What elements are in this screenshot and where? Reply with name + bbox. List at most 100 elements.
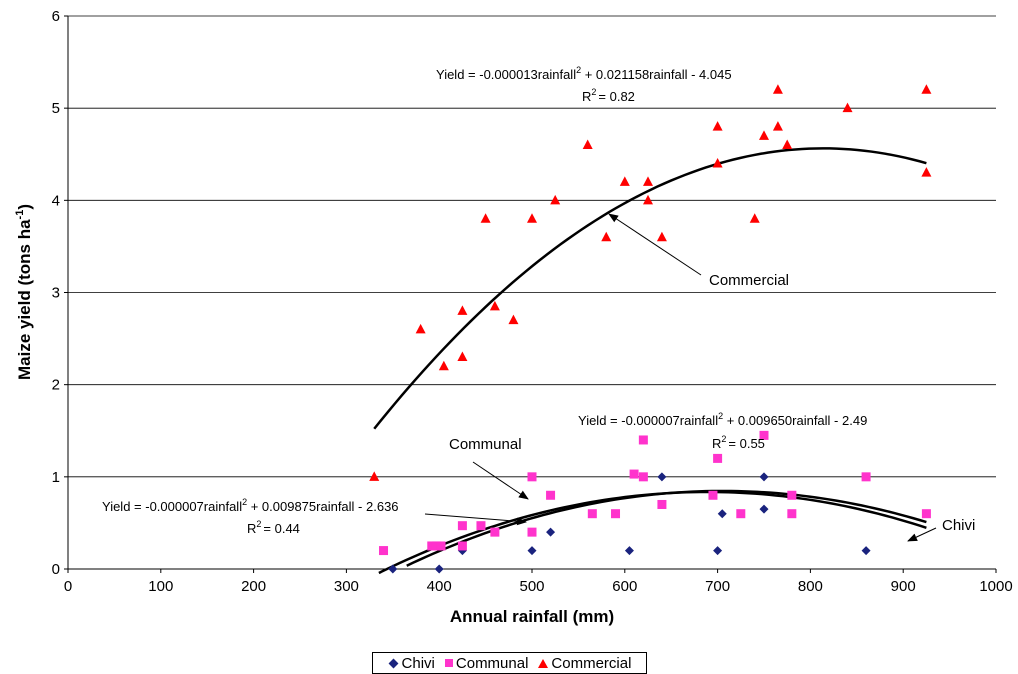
point-chivi bbox=[624, 546, 634, 556]
point-commercial bbox=[582, 139, 593, 150]
point-chivi bbox=[713, 546, 723, 556]
point-communal bbox=[457, 541, 467, 551]
legend-label-communal: Communal bbox=[455, 654, 529, 672]
point-communal bbox=[638, 472, 648, 482]
x-tick-label: 500 bbox=[519, 578, 544, 595]
x-axis-ticks: 0 100 200 300 400 500 600 700 800 900 1000 bbox=[64, 569, 1013, 595]
label-chivi: Chivi bbox=[942, 517, 975, 534]
communal-r-squared: R2 = 0.55 bbox=[712, 434, 765, 451]
point-communal bbox=[379, 546, 389, 556]
point-communal bbox=[457, 521, 467, 531]
point-commercial bbox=[489, 300, 500, 311]
y-axis-title: Maize yield (tons ha-1) bbox=[14, 204, 34, 380]
point-commercial bbox=[438, 360, 449, 371]
point-commercial bbox=[749, 213, 760, 223]
point-communal bbox=[861, 472, 871, 482]
point-communal bbox=[587, 509, 597, 519]
point-commercial bbox=[550, 194, 561, 205]
trend-lines bbox=[373, 147, 927, 575]
point-communal bbox=[527, 527, 537, 537]
point-commercial bbox=[842, 102, 853, 113]
x-tick-label: 600 bbox=[612, 578, 637, 595]
x-tick-label: 300 bbox=[334, 578, 359, 595]
data-points bbox=[369, 84, 932, 574]
point-chivi bbox=[759, 472, 769, 482]
point-chivi bbox=[434, 564, 444, 574]
point-communal bbox=[787, 509, 797, 519]
x-tick-label: 400 bbox=[427, 578, 452, 595]
point-communal bbox=[427, 541, 437, 551]
point-communal bbox=[787, 490, 797, 500]
x-tick-label: 900 bbox=[891, 578, 916, 595]
legend-label-commercial: Commercial bbox=[551, 654, 632, 672]
point-communal bbox=[708, 490, 718, 500]
point-chivi bbox=[546, 527, 556, 537]
trend-line-communal bbox=[378, 490, 927, 575]
point-communal bbox=[629, 469, 639, 479]
x-tick-label: 800 bbox=[798, 578, 823, 595]
x-tick-label: 0 bbox=[64, 578, 72, 595]
point-chivi bbox=[657, 472, 667, 482]
chivi-arrow bbox=[907, 527, 937, 542]
y-tick-label: 4 bbox=[52, 192, 60, 209]
point-commercial bbox=[369, 471, 380, 481]
x-tick-label: 1000 bbox=[979, 578, 1012, 595]
point-communal bbox=[436, 541, 446, 551]
y-tick-label: 2 bbox=[52, 377, 60, 394]
gridlines bbox=[68, 15, 996, 478]
point-chivi bbox=[861, 546, 871, 556]
point-communal bbox=[759, 430, 769, 440]
point-commercial bbox=[782, 139, 793, 150]
y-tick-label: 3 bbox=[52, 285, 60, 302]
legend-item-communal: Communal bbox=[444, 654, 529, 672]
commercial-r-squared: R2 = 0.82 bbox=[582, 87, 635, 104]
point-chivi bbox=[527, 546, 537, 556]
annotation-arrows bbox=[424, 213, 937, 542]
point-commercial bbox=[601, 231, 612, 242]
square-marker-icon bbox=[444, 659, 453, 667]
commercial-arrow bbox=[608, 213, 702, 276]
legend: Chivi Communal Commercial bbox=[372, 652, 647, 674]
point-commercial bbox=[508, 314, 519, 325]
y-tick-label: 5 bbox=[52, 100, 60, 117]
y-tick-label: 6 bbox=[52, 8, 60, 25]
y-tick-label: 0 bbox=[52, 561, 60, 578]
point-communal bbox=[638, 435, 648, 445]
point-chivi bbox=[759, 504, 769, 514]
point-communal bbox=[527, 472, 537, 482]
y-tick-label: 1 bbox=[52, 469, 60, 486]
point-commercial bbox=[527, 213, 537, 223]
point-commercial bbox=[643, 194, 653, 205]
point-commercial bbox=[921, 167, 932, 177]
point-communal bbox=[921, 509, 931, 519]
chart: 0 100 200 300 400 500 600 700 800 900 1000 0 1 2 3 4 5 6… bbox=[14, 8, 1013, 626]
y-axis-ticks: 0 1 2 3 4 5 6 bbox=[52, 8, 68, 578]
point-communal bbox=[713, 453, 723, 463]
point-commercial bbox=[759, 130, 769, 140]
point-communal bbox=[546, 490, 556, 500]
trend-line-commercial bbox=[373, 147, 927, 430]
point-communal bbox=[736, 509, 746, 519]
x-axis-title: Annual rainfall (mm) bbox=[450, 607, 614, 626]
chivi-equation: Yield = -0.000007rainfall2 + 0.009875rai… bbox=[102, 497, 399, 514]
x-tick-label: 100 bbox=[148, 578, 173, 595]
legend-item-commercial: Commercial bbox=[538, 655, 631, 672]
point-commercial bbox=[656, 231, 667, 242]
point-communal bbox=[657, 499, 667, 509]
point-commercial bbox=[712, 121, 723, 131]
point-communal bbox=[476, 521, 486, 531]
chivi-equation-arrow bbox=[424, 513, 527, 526]
point-communal bbox=[431, 541, 441, 551]
point-chivi bbox=[717, 509, 727, 519]
x-tick-label: 700 bbox=[705, 578, 730, 595]
legend-label-chivi: Chivi bbox=[401, 654, 435, 672]
point-commercial bbox=[619, 176, 630, 186]
point-chivi bbox=[388, 564, 398, 574]
commercial-equation: Yield = -0.000013rainfall2 + 0.021158rai… bbox=[436, 65, 732, 82]
point-commercial bbox=[712, 157, 723, 168]
point-commercial bbox=[480, 213, 491, 223]
label-commercial: Commercial bbox=[709, 272, 789, 289]
point-communal bbox=[611, 509, 621, 519]
diamond-marker-icon bbox=[388, 658, 398, 668]
point-commercial bbox=[457, 351, 468, 362]
